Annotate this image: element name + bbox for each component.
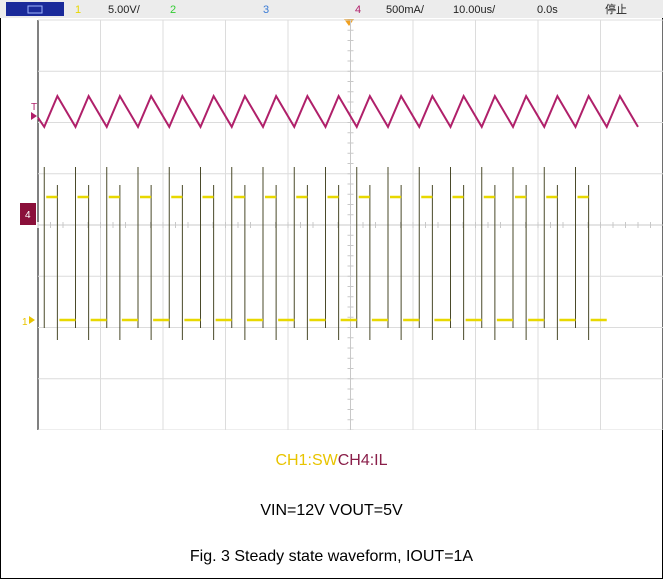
ch4-ground-marker: 4 [20, 203, 36, 225]
legend-ch4-name: CH4:IL [337, 452, 388, 469]
svg-text:4: 4 [25, 210, 31, 221]
ch1-ground-marker: 1 [22, 316, 35, 328]
ch3-label: 3 [263, 4, 269, 16]
channel-legend-caption: CH1:SWCH4:IL [0, 452, 663, 470]
test-conditions-caption: VIN=12V VOUT=5V [260, 502, 403, 519]
legend-ch1-name: CH1:SW [275, 452, 338, 469]
svg-text:1: 1 [22, 317, 28, 328]
ch1-label: 1 [75, 4, 81, 16]
ch4-scale: 500mA/ [386, 4, 425, 16]
ch1-scale: 5.00V/ [108, 4, 141, 16]
run-mode-indicator [6, 2, 64, 16]
trigger-level-marker: T [31, 102, 37, 120]
svg-text:T: T [31, 102, 37, 113]
trigger-position-marker [344, 19, 354, 26]
scope-header-bar [0, 0, 663, 18]
timebase-label: 10.00us/ [453, 4, 496, 16]
run-mode-icon [27, 5, 43, 14]
status-label: 停止 [605, 2, 627, 16]
scope-grid [37, 19, 663, 430]
delay-label: 0.0s [537, 4, 558, 16]
ch2-label: 2 [170, 4, 176, 16]
ch1-switch-node-trace [46, 195, 607, 322]
figure-caption: Fig. 3 Steady state waveform, IOUT=1A [189, 548, 474, 565]
ch1-switch-node-edges [43, 167, 590, 340]
ch4-inductor-current-trace [37, 93, 639, 130]
oscilloscope-screen: 1 5.00V/ 2 3 4 500mA/ 10.00us/ 0.0s 停止 T… [0, 0, 663, 430]
ch4-label: 4 [355, 4, 361, 16]
